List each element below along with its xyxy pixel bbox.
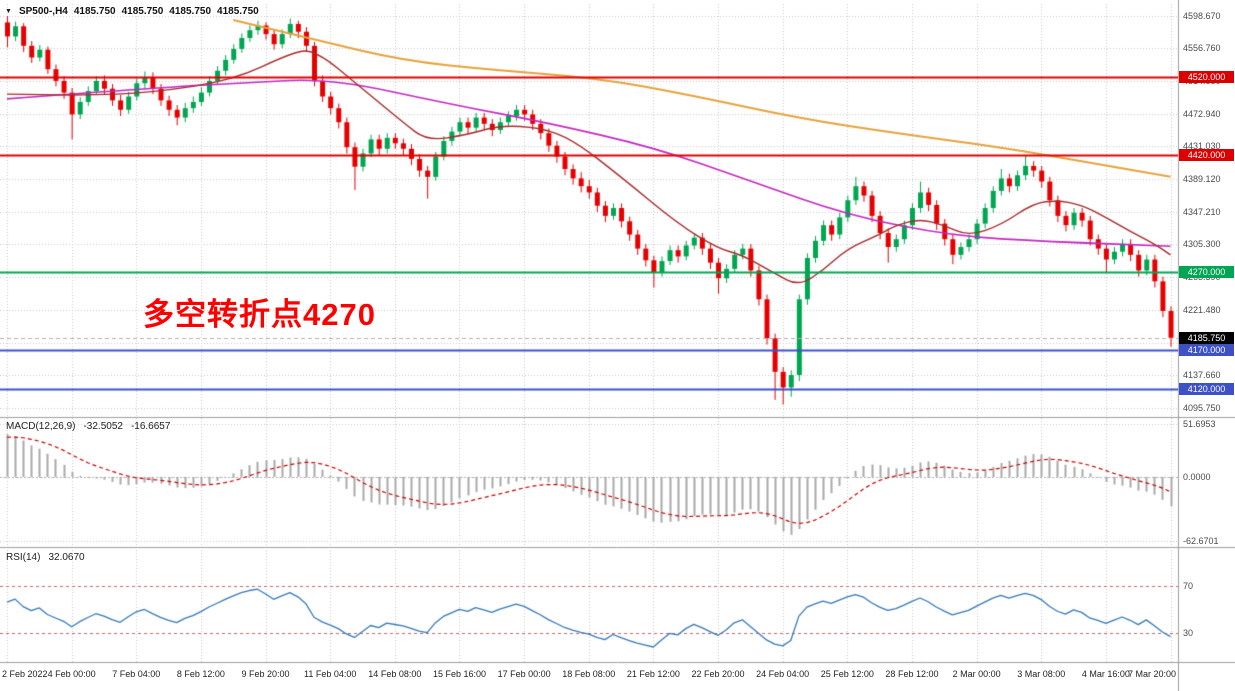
macd-tick-label: -62.6701 [1183,536,1219,546]
time-tick-label: 18 Feb 08:00 [562,669,616,679]
macd-label: MACD(12,26,9) [6,421,76,432]
ohlc-low-value: 4185.750 [169,6,212,17]
price-level-badge[interactable]: 4120.000 [1179,383,1234,395]
time-tick-label: 15 Feb 16:00 [432,669,486,679]
price-tick-label: 4221.480 [1183,305,1221,315]
macd-tick-label: 0.0000 [1183,472,1211,482]
time-tick-label: 17 Feb 00:00 [497,669,551,679]
ohlc-high-value: 4185.750 [121,6,164,17]
time-axis[interactable]: 2 Feb 2022 4 Feb 00:00 7 Feb 04:00 8 Feb 12… [0,663,1235,691]
rsi-tick-label: 70 [1183,581,1194,591]
time-tick-label: 4 Feb 00:00 [47,669,96,679]
time-tick-label: 7 Mar 20:00 [1127,669,1176,679]
time-tick-label: 3 Mar 08:00 [1017,669,1066,679]
price-tick-label: 4389.120 [1183,174,1221,184]
macd-tick-label: 51.6953 [1183,419,1216,429]
price-tick-label: 4598.670 [1183,11,1221,21]
price-tick-label: 4347.210 [1183,207,1221,217]
macd-header: MACD(12,26,9) -32.5052 -16.6657 [6,421,170,432]
price-tick-label: 4431.030 [1183,141,1221,151]
price-axis[interactable]: 4598.6704556.7604514.8504472.9404431.030… [1179,0,1235,663]
time-tick-label: 9 Feb 20:00 [241,669,290,679]
rsi-header: RSI(14) 32.0670 [6,552,85,563]
time-tick-label: 24 Feb 04:00 [756,669,810,679]
annotation-text: 多空转折点4270 [143,297,376,332]
macd-signal-value: -16.6657 [130,421,171,432]
time-tick-label: 25 Feb 12:00 [820,669,874,679]
symbol-timeframe-label: SP500-,H4 [18,6,68,17]
price-tick-label: 4095.750 [1183,403,1221,413]
rsi-label: RSI(14) [6,552,41,563]
price-tick-label: 4137.660 [1183,370,1221,380]
time-tick-label: 2 Feb 2022 [2,669,48,679]
time-tick-label: 21 Feb 12:00 [626,669,680,679]
current-price-badge[interactable]: 4185.750 [1179,332,1234,344]
rsi-tick-label: 30 [1183,628,1194,638]
ohlc-close-value: 4185.750 [217,6,259,17]
time-tick-label: 2 Mar 00:00 [952,669,1001,679]
price-level-badge[interactable]: 4170.000 [1179,344,1234,356]
time-tick-label: 14 Feb 08:00 [368,669,422,679]
price-tick-label: 4472.940 [1183,109,1221,119]
price-tick-label: 4556.760 [1183,43,1221,53]
price-level-badge[interactable]: 4420.000 [1179,149,1234,161]
macd-main-value: -32.5052 [83,421,123,432]
time-tick-label: 28 Feb 12:00 [885,669,939,679]
time-tick-label: 7 Feb 04:00 [112,669,161,679]
chart-header: ▼ SP500-,H4 4185.750 4185.750 4185.750 4… [5,6,259,17]
time-tick-label: 8 Feb 12:00 [176,669,225,679]
time-tick-label: 11 Feb 04:00 [304,669,357,679]
price-level-badge[interactable]: 4270.000 [1179,266,1234,278]
time-tick-label: 22 Feb 20:00 [691,669,745,679]
price-tick-label: 4305.300 [1183,239,1221,249]
price-level-badge[interactable]: 4520.000 [1179,71,1234,83]
ohlc-open-value: 4185.750 [73,6,116,17]
rsi-value: 32.0670 [48,552,85,563]
time-tick-label: 4 Mar 16:00 [1081,669,1130,679]
symbol-dropdown-icon[interactable]: ▼ [5,8,12,15]
